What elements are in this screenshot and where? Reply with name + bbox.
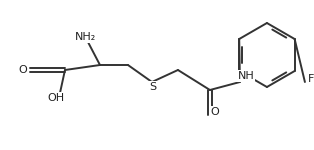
- Text: NH: NH: [238, 71, 254, 81]
- Text: F: F: [308, 74, 314, 84]
- Text: O: O: [19, 65, 27, 75]
- Text: NH₂: NH₂: [75, 32, 97, 42]
- Text: S: S: [149, 82, 156, 92]
- Text: OH: OH: [47, 93, 65, 103]
- Text: O: O: [211, 107, 219, 117]
